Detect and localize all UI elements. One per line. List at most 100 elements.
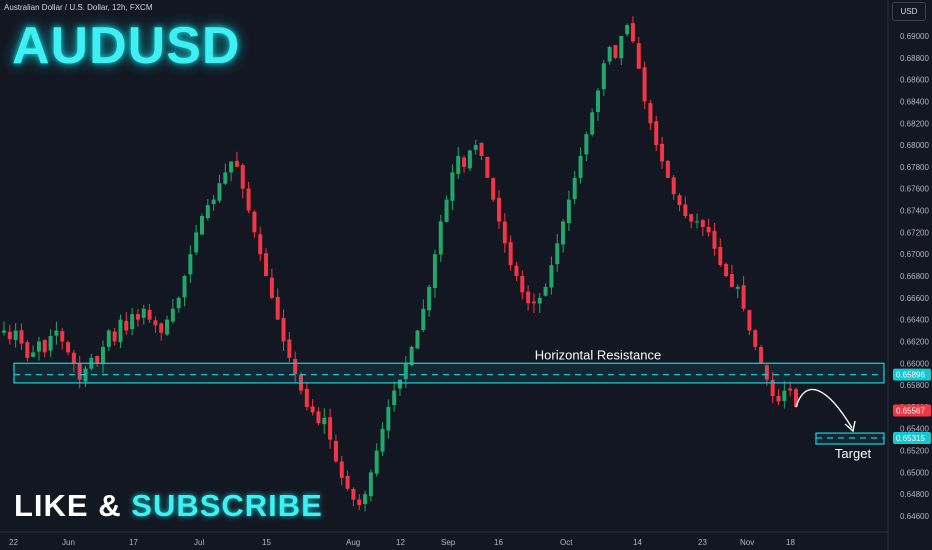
candle-body [333, 440, 338, 462]
candle-body [753, 330, 758, 347]
y-tick-label: 0.67600 [900, 185, 929, 194]
candle-body [223, 172, 228, 184]
candle-body [363, 494, 368, 504]
candle-body [339, 461, 344, 478]
y-tick-label: 0.68200 [900, 119, 929, 128]
candle-body [42, 340, 47, 353]
candle-body [566, 199, 571, 224]
candle-body [596, 90, 600, 112]
y-tick-label: 0.65400 [900, 425, 929, 434]
y-tick-label: 0.68000 [900, 141, 929, 150]
candle-body [502, 221, 507, 244]
y-tick-label: 0.65200 [900, 447, 929, 456]
currency-button[interactable]: USD [892, 2, 926, 21]
target-label: Target [835, 446, 872, 461]
x-tick-label: Jul [194, 538, 204, 547]
candle-body [36, 341, 41, 352]
candle-body [724, 264, 729, 276]
candle-body [229, 161, 234, 173]
candle-body [380, 428, 385, 452]
candle-body [432, 254, 437, 289]
y-tick-label: 0.65000 [900, 468, 929, 477]
x-tick-label: 16 [494, 538, 503, 547]
projection-arrow [795, 388, 853, 429]
candle-body [578, 156, 583, 179]
candle-body [246, 188, 251, 211]
candle-body [770, 379, 775, 396]
candle-body [584, 134, 589, 155]
candle-body [613, 45, 618, 58]
candle-body [782, 390, 787, 401]
candle-body [328, 417, 333, 440]
candle-body [764, 365, 769, 380]
candle-body [718, 246, 723, 266]
candle-body [590, 112, 595, 135]
y-tick-label: 0.66600 [900, 294, 929, 303]
y-tick-label: 0.66800 [900, 272, 929, 281]
candle-body [531, 301, 536, 304]
candle-body [398, 379, 402, 389]
candle-body [415, 330, 420, 349]
x-tick-label: Nov [740, 538, 754, 547]
candle-body [374, 450, 379, 474]
candle-body [561, 221, 566, 245]
candle-body [141, 308, 146, 318]
price-tag-label: 0.65567 [896, 407, 925, 416]
projection-arrowhead [844, 420, 856, 433]
candle-body [479, 142, 484, 156]
candle-body [788, 388, 793, 391]
candle-body [106, 330, 111, 347]
candle-body [712, 230, 717, 249]
y-tick-label: 0.68800 [900, 54, 929, 63]
candle-body [293, 358, 298, 375]
candle-body [31, 352, 36, 357]
x-tick-label: 22 [9, 538, 18, 547]
candle-body [619, 36, 624, 59]
x-tick-label: 14 [633, 538, 642, 547]
candle-body [281, 317, 286, 342]
price-tag-box [893, 368, 931, 381]
y-tick-label: 0.67800 [900, 163, 929, 172]
price-axis-panel [888, 0, 932, 550]
candle-body [147, 309, 152, 320]
price-tag-box [893, 404, 931, 417]
candle-body [491, 178, 496, 200]
candle-body [130, 314, 135, 329]
candle-body [409, 346, 414, 366]
candle-body [101, 346, 105, 364]
candle-body [706, 226, 711, 233]
candle-body [135, 314, 140, 320]
y-tick-label: 0.64600 [900, 512, 929, 521]
x-tick-label: 17 [129, 538, 138, 547]
x-tick-label: 12 [396, 538, 405, 547]
candle-body [310, 406, 315, 413]
candle-body [759, 346, 764, 364]
candle-body [258, 234, 263, 255]
candle-body [264, 253, 269, 276]
candle-body [13, 330, 18, 341]
candle-body [695, 221, 699, 223]
candle-body [287, 339, 292, 358]
y-tick-label: 0.66400 [900, 316, 929, 325]
candle-body [351, 488, 356, 500]
resistance-label: Horizontal Resistance [535, 347, 661, 362]
candle-body [275, 296, 280, 320]
resistance-zone [13, 362, 885, 384]
candle-body [462, 157, 467, 167]
candle-body [66, 342, 71, 353]
x-tick-label: Jun [62, 538, 75, 547]
y-tick-label: 0.69000 [900, 32, 929, 41]
candle-body [473, 145, 478, 150]
candle-body [543, 286, 548, 296]
candle-body [357, 499, 362, 506]
y-tick-label: 0.68400 [900, 97, 929, 106]
price-tag-label: 0.65896 [896, 371, 925, 380]
candle-body [648, 103, 653, 124]
candle-body [520, 276, 525, 293]
overlay-title: AUDUSD [12, 17, 241, 75]
candle-body [170, 308, 175, 322]
candle-body [118, 319, 123, 343]
candle-body [211, 199, 216, 205]
like-subscribe-banner: LIKE & SUBSCRIBE [14, 488, 323, 524]
